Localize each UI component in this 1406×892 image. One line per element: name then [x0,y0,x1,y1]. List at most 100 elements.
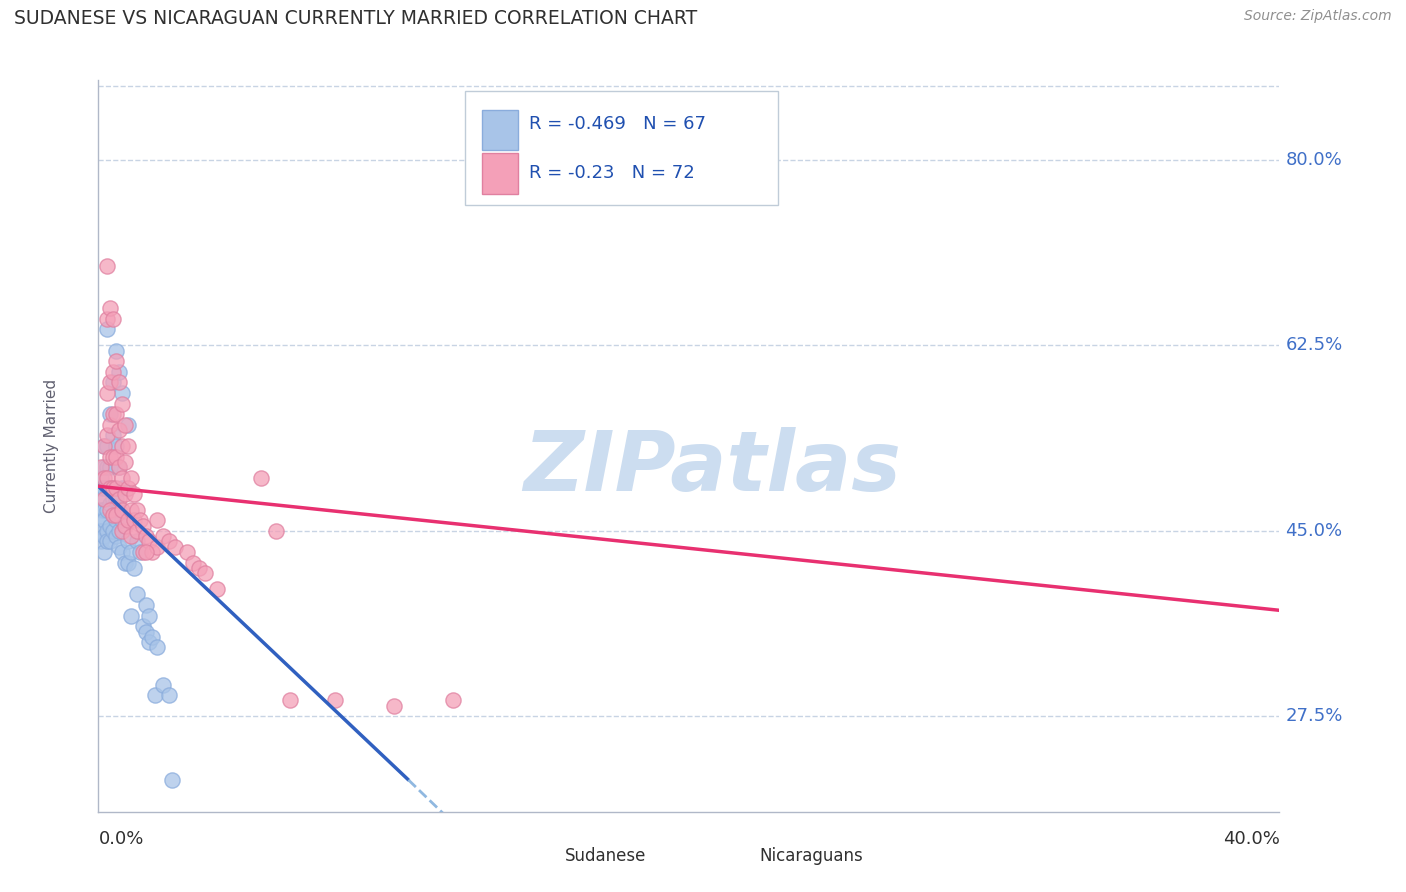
FancyBboxPatch shape [482,153,517,194]
Point [96,460,118,475]
FancyBboxPatch shape [523,843,557,869]
Point [93,482,115,496]
Text: Sudanese: Sudanese [565,847,647,864]
Point [146,513,169,527]
Point [125,524,148,538]
Point [105,508,128,522]
Point [117,439,139,453]
Point [105,450,128,464]
Point [105,491,128,506]
Point [90,491,112,506]
Point [90,534,112,549]
Point [187,561,209,575]
Point [90,502,112,516]
Point [117,513,139,527]
Point [111,502,134,516]
FancyBboxPatch shape [718,843,752,869]
Point [90,524,112,538]
Point [103,508,125,522]
Point [138,534,160,549]
Point [114,556,136,570]
Point [138,608,160,623]
Point [96,386,118,401]
Point [105,343,128,358]
FancyBboxPatch shape [482,110,517,150]
Point [98,482,121,496]
FancyBboxPatch shape [464,91,778,204]
Point [111,545,134,559]
Point [111,386,134,401]
Text: Source: ZipAtlas.com: Source: ZipAtlas.com [1244,9,1392,23]
Point [108,423,131,437]
Point [117,534,139,549]
Point [122,561,145,575]
Point [98,518,121,533]
Point [98,301,121,316]
Point [103,428,125,442]
Point [98,534,121,549]
Point [111,482,134,496]
Point [441,693,464,707]
Point [98,417,121,432]
Point [122,486,145,500]
Point [105,439,128,453]
Point [128,513,150,527]
Point [96,439,118,453]
Point [125,587,148,601]
Point [152,529,174,543]
Text: Currently Married: Currently Married [44,379,59,513]
Point [93,513,115,527]
Point [132,545,155,559]
Point [176,545,198,559]
Text: SUDANESE VS NICARAGUAN CURRENTLY MARRIED CORRELATION CHART: SUDANESE VS NICARAGUAN CURRENTLY MARRIED… [14,9,697,28]
Point [157,534,180,549]
Point [135,545,157,559]
Text: 40.0%: 40.0% [1223,830,1279,848]
Point [108,376,131,390]
Point [96,482,118,496]
Text: R = -0.469   N = 67: R = -0.469 N = 67 [530,115,706,133]
Point [105,513,128,527]
Point [98,460,121,475]
Text: R = -0.23   N = 72: R = -0.23 N = 72 [530,164,695,182]
Point [135,624,157,639]
Text: 80.0%: 80.0% [1285,151,1343,169]
Point [108,524,131,538]
Point [103,450,125,464]
Point [120,471,142,485]
Point [152,677,174,691]
Point [114,486,136,500]
Point [135,598,157,612]
Point [120,529,142,543]
Point [323,693,346,707]
Point [138,635,160,649]
Point [96,311,118,326]
Point [96,471,118,485]
Text: 45.0%: 45.0% [1285,522,1343,540]
Point [120,502,142,516]
Point [90,513,112,527]
Point [93,502,115,516]
Point [93,491,115,506]
Point [114,518,136,533]
Point [143,688,166,702]
Point [132,619,155,633]
Point [103,407,125,421]
Point [103,311,125,326]
Point [98,497,121,511]
Point [96,428,118,442]
Point [103,491,125,506]
Point [93,460,115,475]
Point [108,540,131,554]
Point [96,322,118,336]
Point [93,545,115,559]
Point [105,482,128,496]
Point [90,482,112,496]
Point [96,259,118,273]
Point [105,354,128,368]
Text: 62.5%: 62.5% [1285,336,1343,354]
Point [111,471,134,485]
Point [117,556,139,570]
Point [98,376,121,390]
Point [108,502,131,516]
